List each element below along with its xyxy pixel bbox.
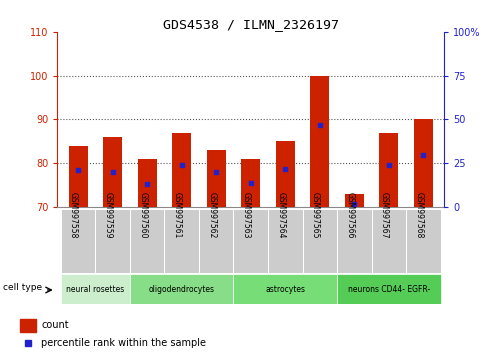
Title: GDS4538 / ILMN_2326197: GDS4538 / ILMN_2326197 xyxy=(163,18,339,31)
Bar xyxy=(234,274,337,304)
Text: neurons CD44- EGFR-: neurons CD44- EGFR- xyxy=(348,285,430,294)
Bar xyxy=(68,146,88,207)
Text: cell type: cell type xyxy=(3,284,42,292)
Bar xyxy=(337,209,372,273)
Bar xyxy=(165,209,199,273)
Bar xyxy=(302,209,337,273)
Text: GSM997564: GSM997564 xyxy=(276,192,285,239)
Bar xyxy=(103,137,122,207)
Text: oligodendrocytes: oligodendrocytes xyxy=(149,285,215,294)
Bar xyxy=(234,209,268,273)
Bar xyxy=(379,133,398,207)
Text: GSM997560: GSM997560 xyxy=(138,192,147,239)
Text: GSM997567: GSM997567 xyxy=(380,192,389,239)
Bar xyxy=(61,209,95,273)
Text: astrocytes: astrocytes xyxy=(265,285,305,294)
Text: percentile rank within the sample: percentile rank within the sample xyxy=(41,338,206,348)
Bar xyxy=(130,209,165,273)
Bar xyxy=(345,194,364,207)
Bar xyxy=(207,150,226,207)
Bar xyxy=(276,141,295,207)
Bar xyxy=(310,76,329,207)
Bar xyxy=(130,274,234,304)
Text: GSM997561: GSM997561 xyxy=(173,192,182,239)
Text: GSM997566: GSM997566 xyxy=(345,192,354,239)
Bar xyxy=(241,159,260,207)
Text: GSM997559: GSM997559 xyxy=(104,192,113,239)
Text: GSM997558: GSM997558 xyxy=(69,192,78,239)
Bar xyxy=(337,274,441,304)
Bar xyxy=(268,209,302,273)
Bar xyxy=(199,209,234,273)
Text: GSM997568: GSM997568 xyxy=(414,192,423,239)
Bar xyxy=(414,120,433,207)
Text: GSM997563: GSM997563 xyxy=(242,192,251,239)
Text: GSM997562: GSM997562 xyxy=(207,192,216,239)
Text: count: count xyxy=(41,320,69,330)
Bar xyxy=(19,319,36,332)
Text: neural rosettes: neural rosettes xyxy=(66,285,124,294)
Text: GSM997565: GSM997565 xyxy=(311,192,320,239)
Bar xyxy=(406,209,441,273)
Bar xyxy=(372,209,406,273)
Bar xyxy=(61,274,130,304)
Bar xyxy=(138,159,157,207)
Bar xyxy=(95,209,130,273)
Bar xyxy=(172,133,191,207)
